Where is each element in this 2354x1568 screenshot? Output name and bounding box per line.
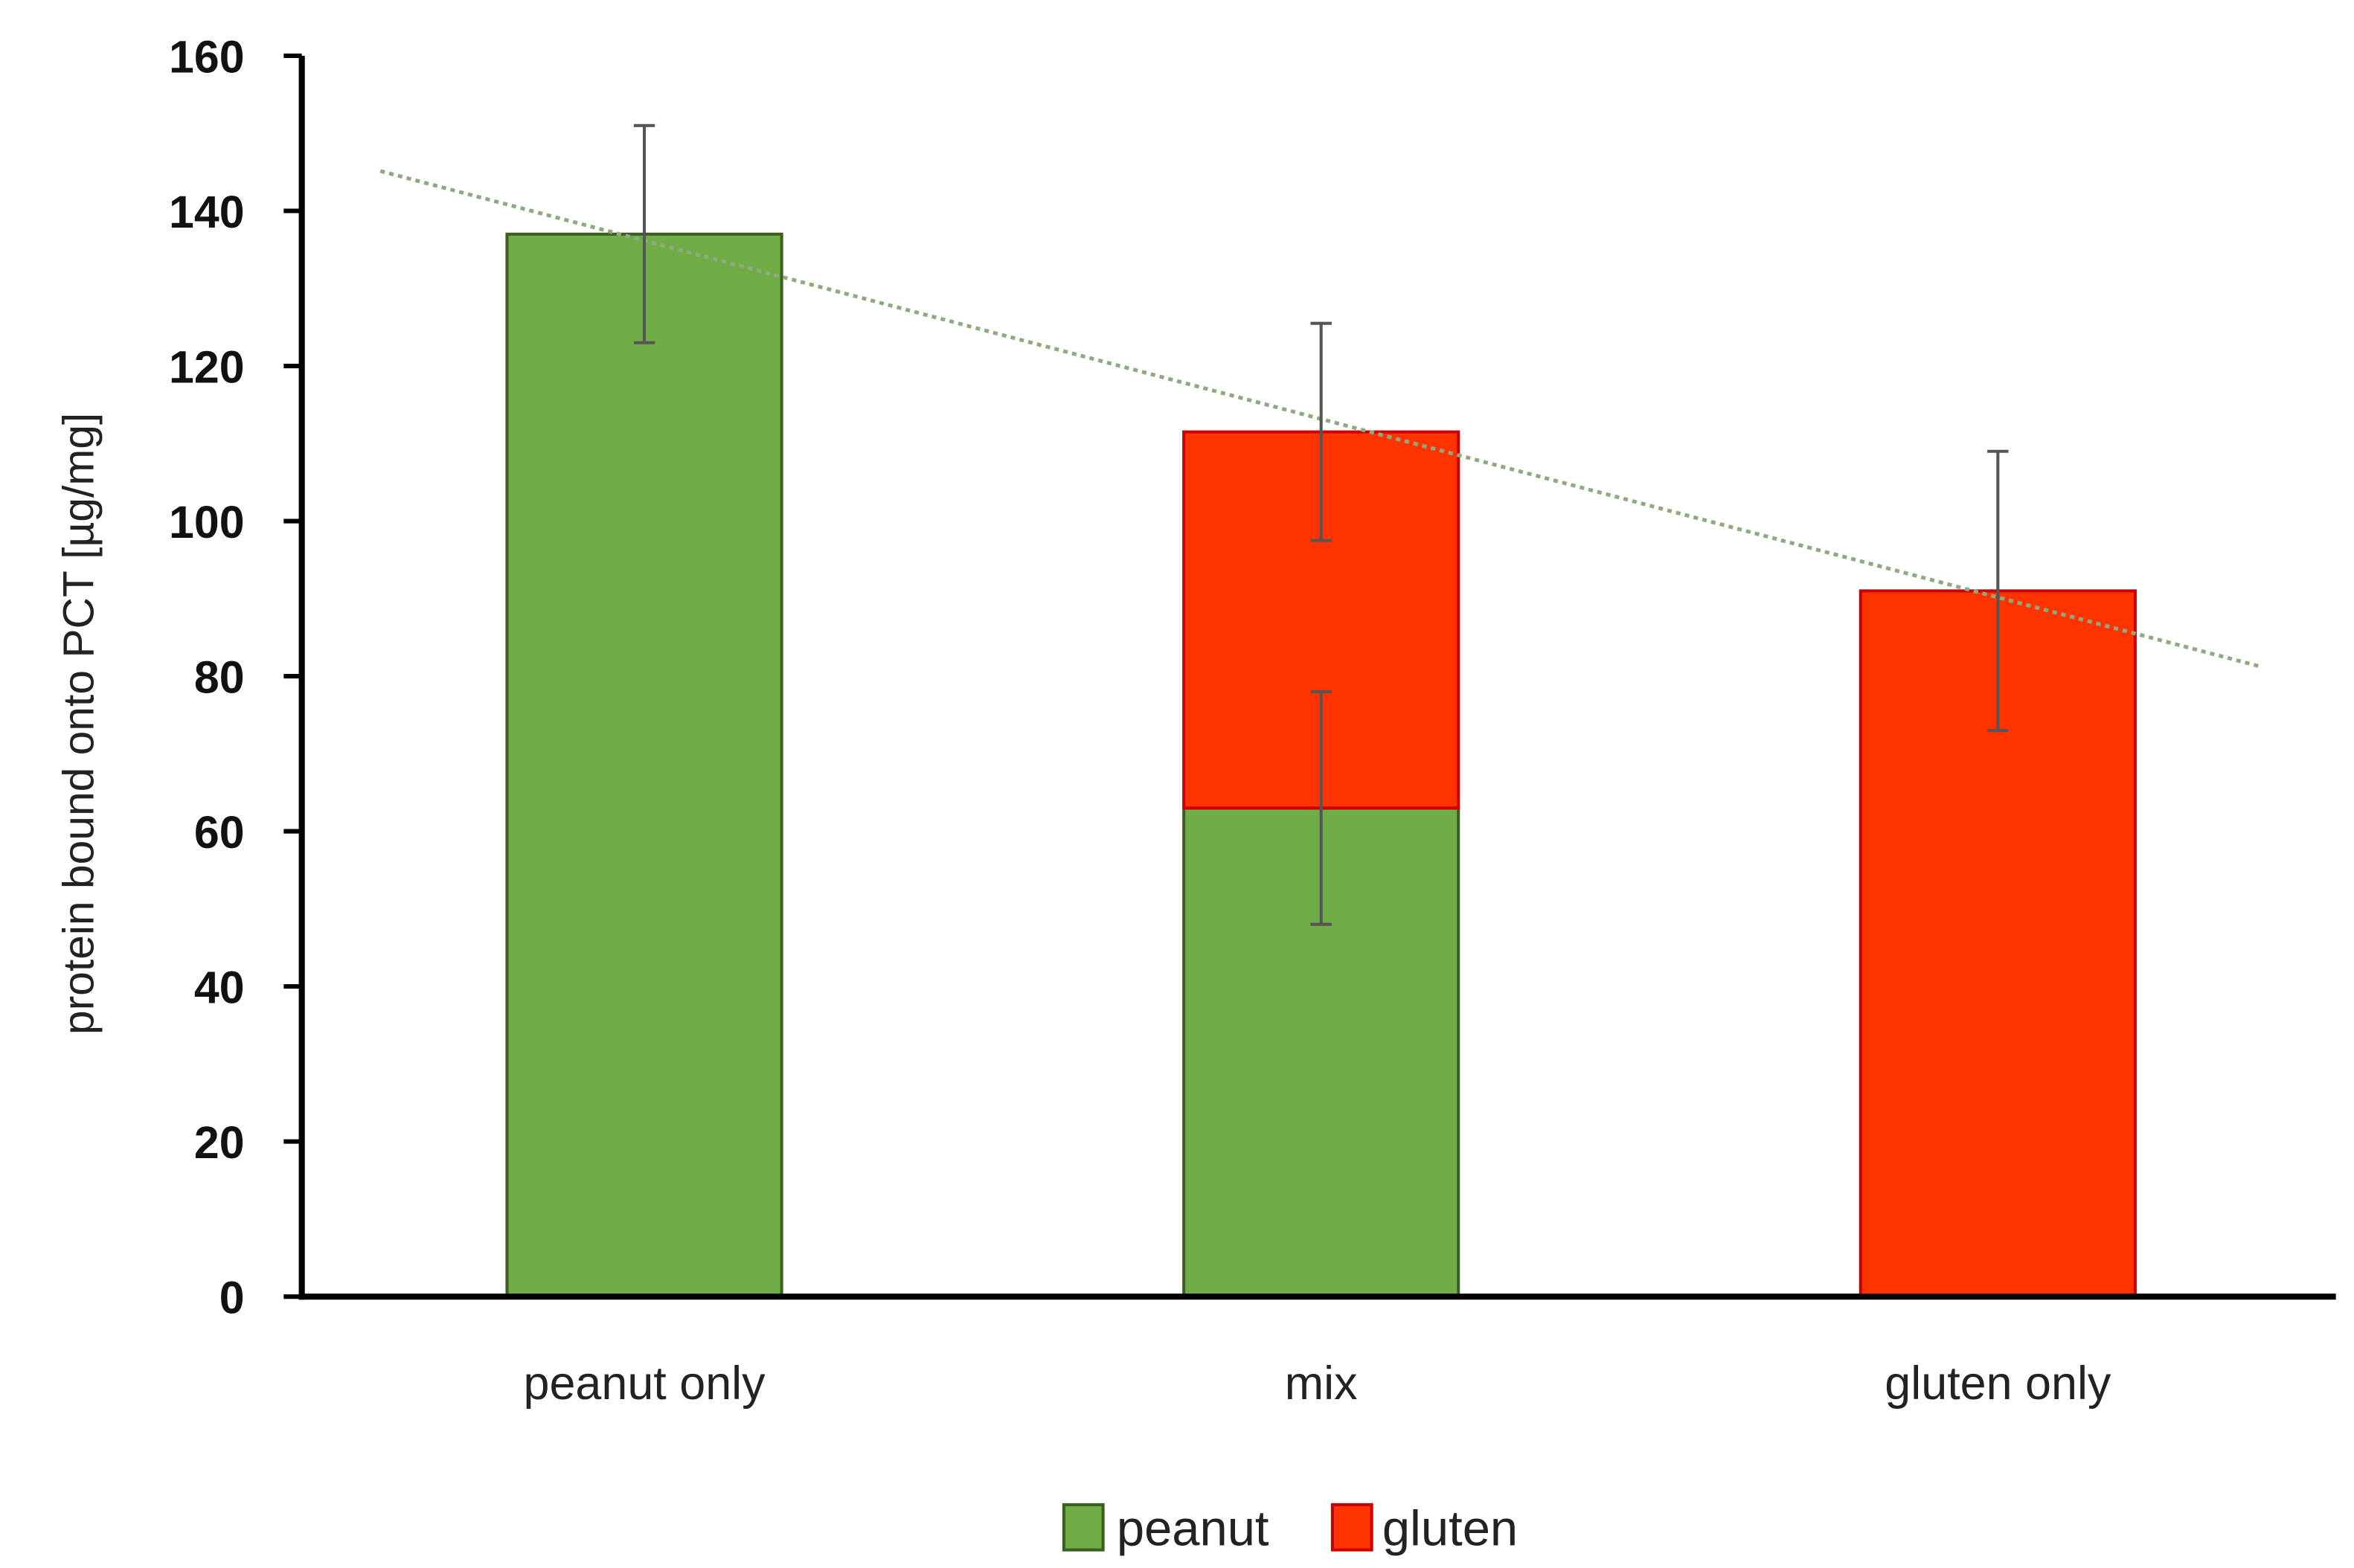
legend: peanut gluten bbox=[1062, 1501, 1518, 1557]
x-tick-label: gluten only bbox=[1885, 1357, 2111, 1410]
legend-swatch-peanut bbox=[1062, 1503, 1105, 1552]
y-tick-label: 40 bbox=[194, 962, 245, 1012]
y-tick-label: 160 bbox=[169, 31, 245, 82]
y-tick-label: 140 bbox=[169, 187, 245, 237]
y-tick-label: 120 bbox=[169, 341, 245, 392]
legend-swatch-gluten bbox=[1330, 1503, 1373, 1552]
x-tick-label: peanut only bbox=[524, 1357, 766, 1410]
x-tick-label: mix bbox=[1285, 1357, 1358, 1410]
y-tick-label: 100 bbox=[169, 497, 245, 547]
y-axis-label: protein bound onto PCT [µg/mg] bbox=[55, 413, 103, 1035]
y-tick-label: 0 bbox=[219, 1272, 245, 1323]
y-tick-label: 80 bbox=[194, 652, 245, 702]
y-tick-label: 60 bbox=[194, 807, 245, 858]
y-tick-label: 20 bbox=[194, 1117, 245, 1168]
legend-label-gluten: gluten bbox=[1382, 1501, 1518, 1557]
legend-label-peanut: peanut bbox=[1117, 1501, 1269, 1557]
bar-peanut-0 bbox=[505, 232, 783, 1299]
